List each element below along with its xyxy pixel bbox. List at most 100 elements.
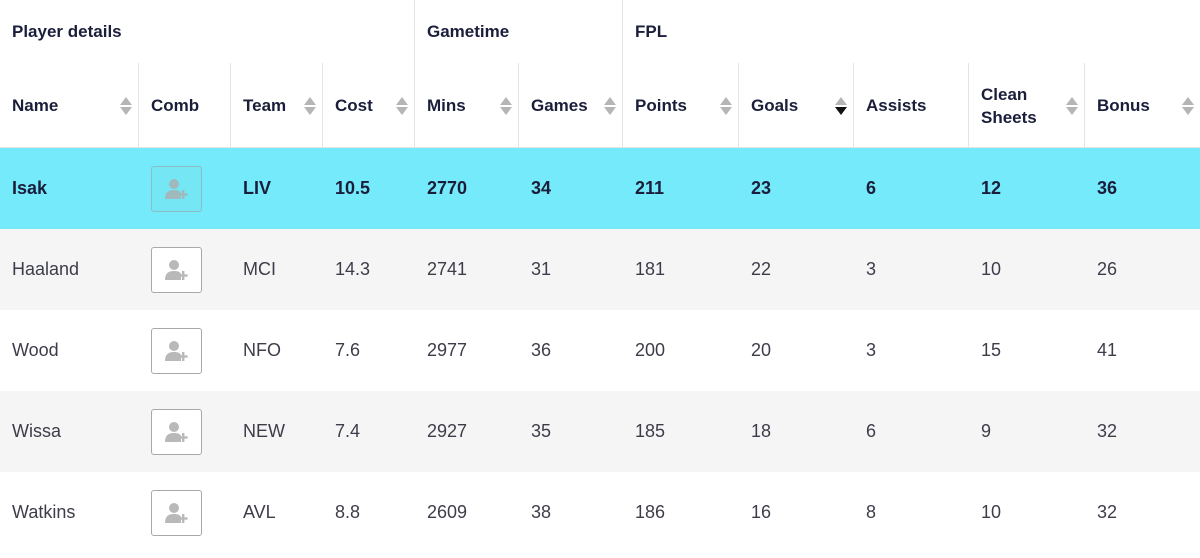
column-header-assists: Assists [854,63,969,148]
cell-team: AVL [243,502,276,522]
column-header-goals[interactable]: Goals [739,63,854,148]
cell-assists: 8 [866,502,877,522]
comb-cell [139,310,231,391]
column-header-games[interactable]: Games [519,63,623,148]
cell-name: Wood [12,340,59,360]
cell-mins: 2977 [427,340,468,360]
cell-points: 181 [635,259,666,279]
cell-team: MCI [243,259,276,279]
comb-cell [139,391,231,472]
column-header-comb: Comb [139,63,231,148]
cell-cost: 7.6 [335,340,361,360]
cell-bonus: 32 [1097,502,1118,522]
cell-cost: 14.3 [335,259,371,279]
add-user-icon [164,259,188,280]
cell-name: Watkins [12,502,76,522]
add-user-icon [164,178,188,199]
column-header-row: Name Comb Team Cost Mins Games Points Goals Assi… [0,63,1200,148]
cell-bonus: 26 [1097,259,1118,279]
comb-cell [139,229,231,310]
column-header-bonus[interactable]: Bonus [1085,63,1200,148]
sort-arrows-icon[interactable] [835,97,847,115]
add-to-comb-button[interactable] [151,246,202,293]
comb-cell [139,472,231,553]
cell-mins: 2609 [427,502,468,522]
sort-arrows-icon[interactable] [604,97,616,115]
comb-cell [139,148,231,229]
table-row[interactable]: Watkins AVL 8.8 2609 38 186 16 8 10 32 [0,472,1200,553]
table-row[interactable]: Haaland MCI 14.3 2741 31 181 22 3 10 26 [0,229,1200,310]
sort-arrows-icon[interactable] [1066,97,1078,115]
cell-assists: 3 [866,259,877,279]
cell-points: 211 [635,178,665,198]
cell-goals: 23 [751,178,772,198]
cell-team: NFO [243,340,281,360]
cell-team: NEW [243,421,285,441]
cell-bonus: 41 [1097,340,1118,360]
add-user-icon [164,502,188,523]
cell-games: 34 [531,178,552,198]
cell-clean-sheets: 15 [981,340,1002,360]
cell-bonus: 36 [1097,178,1118,198]
cell-bonus: 32 [1097,421,1118,441]
cell-mins: 2741 [427,259,468,279]
cell-name: Haaland [12,259,80,279]
column-header-label: Name [12,96,59,115]
table-row[interactable]: Wissa NEW 7.4 2927 35 185 18 6 9 32 [0,391,1200,472]
cell-cost: 10.5 [335,178,371,198]
cell-games: 35 [531,421,552,441]
cell-assists: 6 [866,178,877,198]
cell-games: 38 [531,502,552,522]
add-to-comb-button[interactable] [151,489,202,536]
column-header-cost[interactable]: Cost [323,63,415,148]
group-label: Gametime [427,21,510,41]
column-header-points[interactable]: Points [623,63,739,148]
cell-assists: 6 [866,421,877,441]
table-row[interactable]: Isak LIV 10.5 2770 34 211 23 6 12 36 [0,148,1200,229]
cell-assists: 3 [866,340,877,360]
group-gametime: Gametime [415,0,623,63]
add-user-icon [164,421,188,442]
cell-points: 200 [635,340,666,360]
group-header-row: Player details Gametime FPL [0,0,1200,63]
table-row[interactable]: Wood NFO 7.6 2977 36 200 20 3 15 41 [0,310,1200,391]
column-header-label: Assists [866,96,927,115]
group-label: Player details [12,21,122,41]
column-header-label: Cost [335,96,373,115]
column-header-mins[interactable]: Mins [415,63,519,148]
cell-goals: 20 [751,340,772,360]
column-header-clean-sheets[interactable]: Clean Sheets [969,63,1085,148]
cell-clean-sheets: 12 [981,178,1002,198]
column-header-label: Bonus [1097,96,1150,115]
cell-mins: 2770 [427,178,468,198]
column-header-label: Mins [427,96,466,115]
column-header-name[interactable]: Name [0,63,139,148]
add-to-comb-button[interactable] [151,165,202,212]
sort-arrows-icon[interactable] [304,97,316,115]
column-header-label: Goals [751,96,799,115]
cell-name: Isak [12,178,48,198]
add-to-comb-button[interactable] [151,327,202,374]
cell-cost: 7.4 [335,421,361,441]
sort-arrows-icon[interactable] [120,97,132,115]
sort-arrows-icon[interactable] [396,97,408,115]
cell-goals: 18 [751,421,772,441]
group-player-details: Player details [0,0,415,63]
sort-arrows-icon[interactable] [1182,97,1194,115]
cell-cost: 8.8 [335,502,361,522]
cell-mins: 2927 [427,421,468,441]
add-to-comb-button[interactable] [151,408,202,455]
cell-points: 186 [635,502,666,522]
column-header-label: Points [635,96,687,115]
column-header-team[interactable]: Team [231,63,323,148]
group-label: FPL [635,21,668,41]
cell-name: Wissa [12,421,61,441]
column-header-label: Games [531,96,588,115]
group-fpl: FPL [623,0,1200,63]
cell-clean-sheets: 9 [981,421,992,441]
cell-points: 185 [635,421,666,441]
sort-arrows-icon[interactable] [500,97,512,115]
sort-arrows-icon[interactable] [720,97,732,115]
add-user-icon [164,340,188,361]
